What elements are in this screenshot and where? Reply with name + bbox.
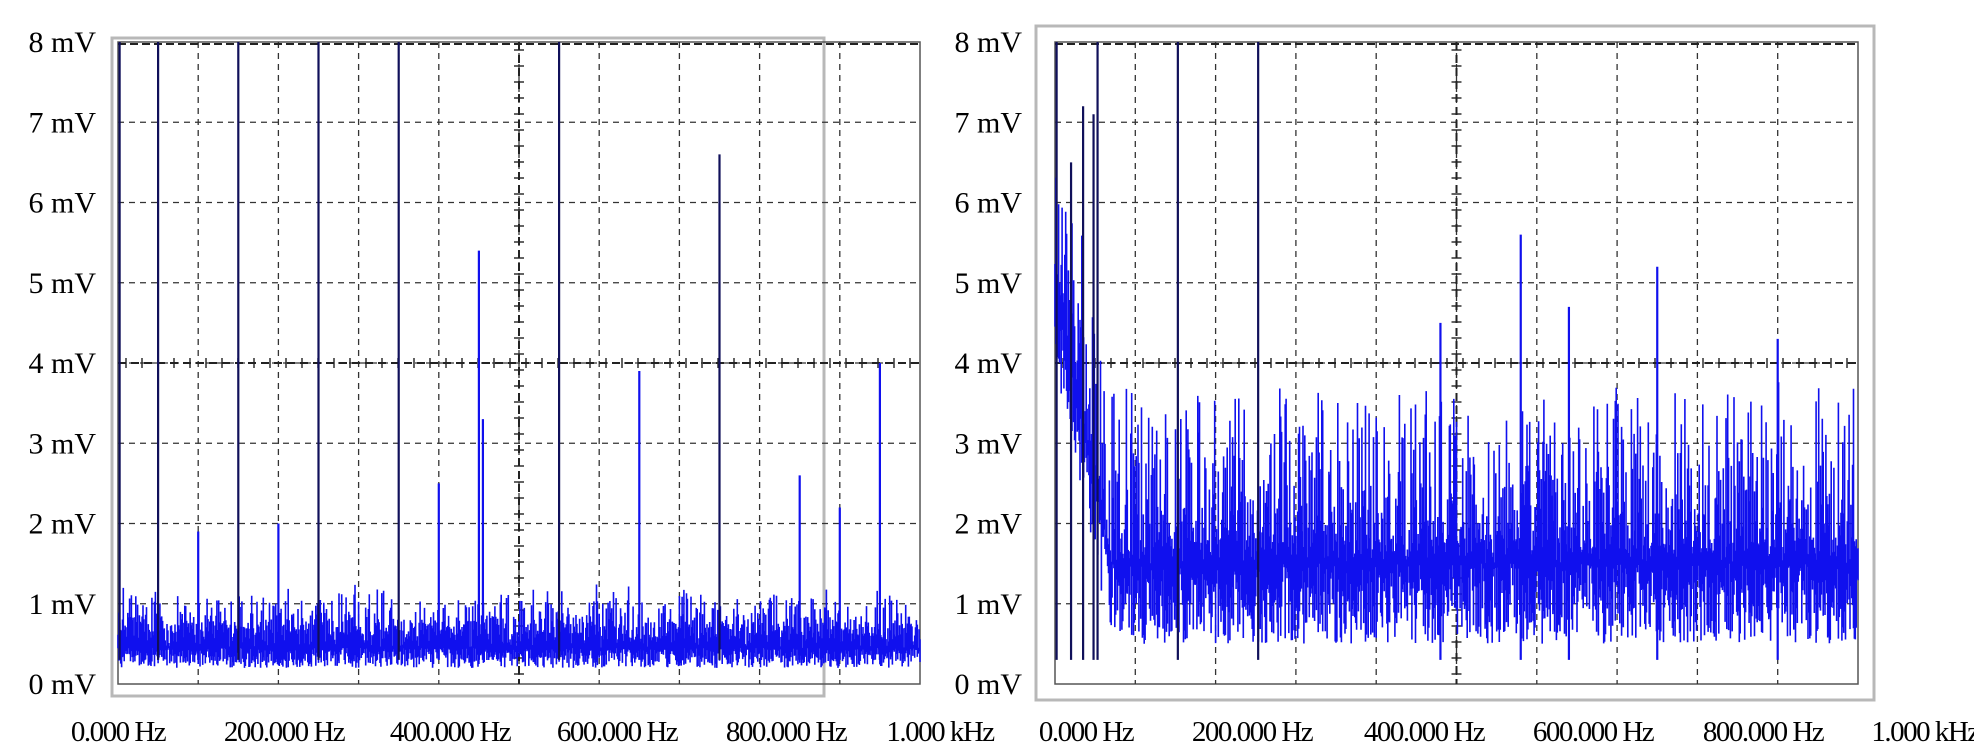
- spectrum-noise-floor: [1054, 177, 1859, 644]
- spectrum-noise-floor: [117, 584, 921, 668]
- x-tick-label: 600.000 Hz: [557, 716, 679, 748]
- left-spectrum-panel: 0 mV 1 mV 2 mV 3 mV 4 mV 5 mV 6 mV 7 mV 8 mV 0.00…: [29, 26, 997, 748]
- y-tick-label: 4 mV: [955, 347, 1023, 380]
- x-tick-label: 1.000 kHz: [1871, 716, 1974, 748]
- y-tick-label: 8 mV: [29, 26, 97, 59]
- y-tick-label: 3 mV: [955, 427, 1023, 460]
- y-tick-label: 4 mV: [29, 347, 97, 380]
- y-tick-label: 0 mV: [29, 668, 97, 701]
- y-tick-label: 5 mV: [955, 267, 1023, 300]
- y-tick-label: 2 mV: [955, 508, 1023, 541]
- x-tick-label: 800.000 Hz: [726, 716, 848, 748]
- y-tick-label: 1 mV: [29, 588, 97, 621]
- y-tick-label: 7 mV: [29, 106, 97, 139]
- x-tick-label: 200.000 Hz: [224, 716, 346, 748]
- x-tick-label: 400.000 Hz: [1364, 716, 1486, 748]
- x-tick-label: 800.000 Hz: [1703, 716, 1825, 748]
- y-tick-label: 8 mV: [955, 26, 1023, 59]
- y-tick-label: 6 mV: [955, 187, 1023, 220]
- y-tick-label: 6 mV: [29, 187, 97, 220]
- y-tick-label: 5 mV: [29, 267, 97, 300]
- x-tick-label: 600.000 Hz: [1533, 716, 1655, 748]
- y-tick-label: 1 mV: [955, 588, 1023, 621]
- spectrum-peaks: [1055, 42, 1779, 660]
- x-tick-label: 400.000 Hz: [390, 716, 512, 748]
- center-crosshair: [118, 42, 920, 684]
- x-tick-label: 200.000 Hz: [1192, 716, 1314, 748]
- y-tick-label: 0 mV: [955, 668, 1023, 701]
- y-tick-label: 3 mV: [29, 427, 97, 460]
- x-tick-label: 0.000 Hz: [71, 716, 167, 748]
- spectrum-peaks: [118, 42, 882, 660]
- right-spectrum-panel: 0 mV 1 mV 2 mV 3 mV 4 mV 5 mV 6 mV 7 mV 8 mV 0.00…: [955, 24, 1974, 748]
- y-tick-label: 7 mV: [955, 106, 1023, 139]
- x-tick-label: 1.000 kHz: [886, 716, 995, 748]
- x-tick-label: 0.000 Hz: [1039, 716, 1135, 748]
- plot-frame: [110, 36, 826, 698]
- y-tick-label: 2 mV: [29, 508, 97, 541]
